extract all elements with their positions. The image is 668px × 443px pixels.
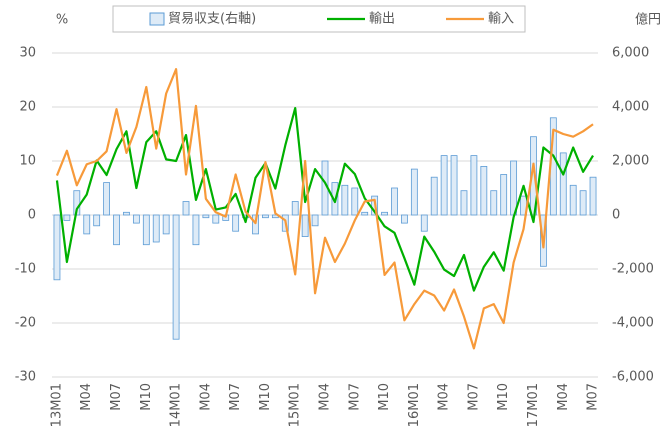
- bar: [152, 214, 160, 243]
- x-tick-label: M04: [556, 383, 571, 411]
- x-tick-label: M04: [318, 383, 333, 411]
- bar: [142, 214, 150, 246]
- x-tick-label: M10: [258, 383, 273, 411]
- y2-tick-label: 2,000: [612, 154, 649, 169]
- bar: [559, 152, 567, 216]
- line: [55, 106, 594, 292]
- bar: [93, 214, 101, 227]
- y2-tick-label: -4,000: [612, 316, 654, 331]
- x-tick-label: M10: [139, 383, 154, 411]
- bar: [162, 214, 170, 235]
- y-tick-label: 0: [28, 208, 36, 223]
- x-tick-label: 14M01: [169, 383, 184, 427]
- x-tick-label: M04: [437, 383, 452, 411]
- y2-tick-label: 6,000: [612, 46, 649, 61]
- x-tick-label: M10: [496, 383, 511, 411]
- bar: [202, 214, 210, 219]
- x-tick-label: M10: [377, 383, 392, 411]
- bar: [301, 214, 309, 238]
- bar: [232, 214, 240, 232]
- y2-tick-label: 4,000: [612, 100, 649, 115]
- bar: [391, 187, 398, 216]
- bar: [450, 155, 458, 216]
- x-tick-label: M07: [466, 383, 481, 411]
- bar: [212, 214, 220, 224]
- bar: [569, 184, 577, 216]
- bar: [500, 174, 508, 216]
- bar: [490, 190, 498, 216]
- bar: [53, 214, 61, 281]
- bar: [113, 214, 120, 246]
- legend-swatch: [149, 12, 165, 26]
- x-tick-label: M04: [79, 383, 94, 411]
- y-axis-unit: %: [56, 13, 68, 28]
- bar: [410, 168, 418, 216]
- legend-label: 貿易収支(右軸): [168, 12, 256, 27]
- y2-tick-label: 0: [612, 208, 620, 223]
- bar: [262, 214, 269, 219]
- bar: [311, 214, 319, 227]
- bar: [351, 187, 359, 216]
- y2-tick-label: -2,000: [612, 262, 654, 277]
- legend-label: 輸出: [369, 12, 395, 27]
- bar: [381, 211, 388, 216]
- y-tick-label: 20: [19, 100, 36, 115]
- y-tick-label: -30: [15, 370, 36, 385]
- x-tick-label: 13M01: [49, 383, 64, 427]
- x-tick-label: 15M01: [288, 383, 303, 427]
- line: [55, 68, 594, 350]
- x-tick-label: M07: [228, 383, 243, 411]
- bar: [192, 214, 200, 246]
- legend-box: [112, 5, 526, 33]
- y-tick-label: 30: [19, 46, 36, 61]
- bar: [252, 214, 259, 235]
- x-tick-label: M07: [586, 383, 601, 411]
- x-tick-label: 17M01: [526, 383, 541, 427]
- bar: [401, 214, 408, 224]
- bar: [440, 155, 448, 216]
- x-tick-label: M04: [198, 383, 213, 411]
- y2-tick-label: -6,000: [612, 370, 654, 385]
- x-tick-label: 16M01: [407, 383, 422, 427]
- bar: [420, 214, 428, 232]
- bar: [132, 214, 140, 224]
- bar: [589, 176, 597, 216]
- bar: [182, 201, 190, 216]
- y-tick-label: -10: [15, 262, 36, 277]
- bar: [470, 155, 478, 216]
- bar: [291, 201, 299, 216]
- bar: [430, 176, 438, 216]
- bar: [103, 182, 110, 216]
- bar: [579, 190, 587, 216]
- y-tick-label: -20: [15, 316, 36, 331]
- y2-axis-unit: 億円: [635, 12, 661, 28]
- bar: [460, 190, 468, 216]
- y-tick-label: 10: [19, 154, 36, 169]
- legend-label: 輸入: [488, 12, 514, 27]
- x-tick-label: M07: [109, 383, 124, 411]
- x-tick-label: M07: [347, 383, 362, 411]
- bar: [341, 184, 349, 216]
- bar: [361, 211, 369, 216]
- bar: [63, 214, 71, 221]
- bar: [83, 214, 91, 235]
- bar: [172, 214, 180, 340]
- bar: [123, 211, 130, 216]
- bar: [480, 165, 488, 216]
